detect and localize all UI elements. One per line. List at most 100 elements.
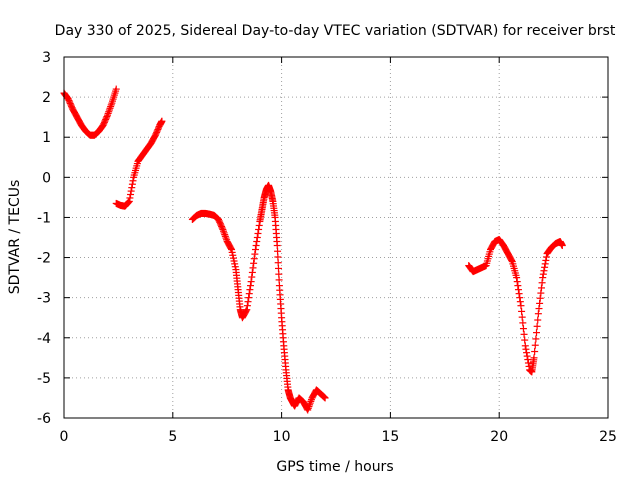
data-point [242,307,250,315]
data-point [307,397,315,405]
data-point [532,335,540,343]
data-point [219,227,227,235]
data-point [518,307,526,315]
data-point [519,325,527,333]
axis-ticks: -6 -5 -4 -3 -2 -1 0 1 2 3 0 5 10 15 20 25 [37,50,617,445]
y-tick-label: -4 [37,331,51,347]
data-point [305,403,313,411]
data-point [112,85,120,93]
data-point [531,348,539,356]
data-point [254,229,262,237]
data-point [539,270,547,278]
data-point [535,305,543,313]
data-point [542,256,550,264]
data-point [508,256,516,264]
data-point [513,274,521,282]
data-point [125,197,133,205]
data-point [541,263,549,271]
data-point [536,294,544,302]
data-points [60,85,566,414]
x-tick-label: 20 [490,429,508,445]
data-point [304,404,312,412]
data-point [104,111,112,119]
data-point [129,177,137,185]
data-point [246,286,254,294]
chart-title: Day 330 of 2025, Sidereal Day-to-day VTE… [55,23,616,39]
data-point [220,229,228,237]
data-point [247,282,255,290]
data-point [521,342,529,350]
data-point [539,274,547,282]
x-tick-label: 0 [60,429,69,445]
data-point [514,286,522,294]
data-point [519,319,527,327]
data-point [531,341,539,349]
data-point [243,306,251,314]
data-point [252,242,260,250]
y-tick-label: 0 [42,170,51,186]
grid-lines [64,57,608,418]
data-point [221,232,229,240]
data-point [218,224,226,232]
data-point [245,290,253,298]
y-tick-label: -1 [37,210,51,226]
x-axis-label: GPS time / hours [276,459,393,475]
x-tick-label: 10 [273,429,291,445]
data-point [222,234,230,242]
data-point [105,106,113,114]
data-point [158,117,166,125]
data-point [107,101,115,109]
y-tick-label: 2 [42,90,51,106]
data-point [253,234,261,241]
y-tick-label: 1 [42,130,51,146]
data-point [103,113,111,121]
data-point [522,345,530,353]
data-point [227,244,235,252]
y-tick-label: 3 [42,50,51,66]
x-tick-label: 15 [381,429,399,445]
data-point [517,302,525,310]
data-point [244,298,252,306]
data-point [124,199,132,207]
data-point [107,103,115,111]
data-point [541,260,549,268]
data-point [537,284,545,292]
data-point [534,310,542,318]
data-point [537,289,545,297]
data-point [516,298,524,306]
data-point [127,191,135,199]
data-point [250,259,258,267]
data-point [521,336,529,344]
data-point [251,246,259,254]
data-point [516,294,524,302]
data-point [128,184,136,192]
data-point [105,108,113,116]
data-point [106,104,114,112]
data-point [247,278,255,286]
data-point [513,278,521,286]
data-point [518,313,526,321]
y-axis-label: SDTVAR / TECUs [7,180,23,295]
data-point [538,279,546,287]
data-point [126,194,134,202]
data-point [514,282,522,290]
data-point [558,242,566,250]
data-point [255,221,263,229]
data-point [125,198,133,206]
data-point [221,231,229,239]
data-point [128,180,136,188]
data-point [251,250,259,258]
data-point [533,329,541,337]
data-point [249,264,257,272]
data-point [306,399,314,407]
data-point [219,225,227,233]
data-point [540,267,548,275]
data-point [250,255,258,263]
data-point [520,330,528,338]
data-point [530,354,538,362]
data-point [515,290,523,298]
data-point [306,401,314,409]
data-point [534,316,542,324]
plot-frame [63,56,609,419]
